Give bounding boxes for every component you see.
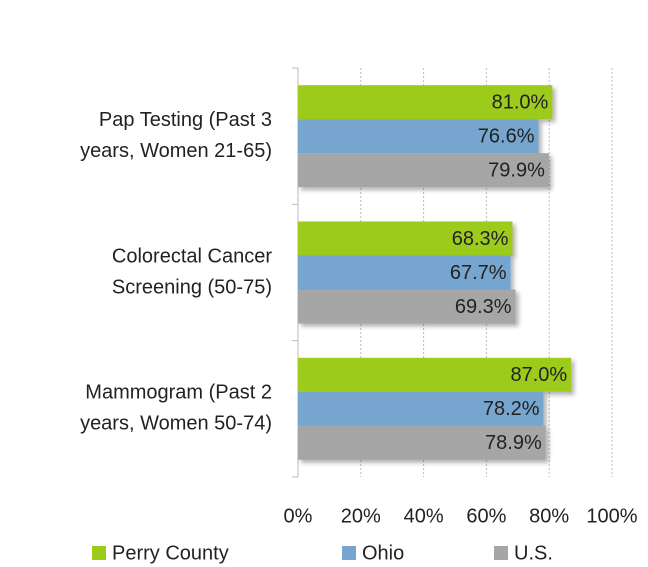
legend-label: Perry County: [112, 542, 229, 564]
y-tick-label: Screening (50-75): [112, 276, 272, 298]
value-label: 87.0%: [510, 364, 567, 386]
y-tick-label: years, Women 21-65): [80, 140, 272, 162]
legend-label: Ohio: [362, 542, 404, 564]
x-tick-label: 100%: [586, 505, 637, 527]
value-label: 67.7%: [450, 262, 507, 284]
legend-swatch: [92, 546, 106, 560]
y-tick-label: Pap Testing (Past 3: [99, 109, 272, 131]
value-label: 69.3%: [455, 296, 512, 318]
bar: [298, 119, 539, 154]
x-tick-label: 20%: [341, 505, 381, 527]
bar: [298, 85, 553, 120]
legend-swatch: [494, 546, 508, 560]
x-tick-label: 40%: [404, 505, 444, 527]
y-tick-label: years, Women 50-74): [80, 413, 272, 435]
x-tick-label: 60%: [466, 505, 506, 527]
y-tick-label: Colorectal Cancer: [112, 245, 272, 267]
bar: [298, 289, 516, 324]
bar: [298, 221, 513, 256]
y-tick-label: Mammogram (Past 2: [85, 382, 272, 404]
bar: [298, 153, 549, 188]
legend-swatch: [342, 546, 356, 560]
value-label: 78.2%: [483, 398, 540, 420]
value-label: 78.9%: [485, 432, 542, 454]
bar: [298, 255, 511, 290]
value-label: 79.9%: [488, 159, 545, 181]
bar: [298, 425, 546, 460]
bar: [298, 391, 544, 426]
legend-label: U.S.: [514, 542, 553, 564]
value-label: 76.6%: [478, 125, 535, 147]
value-label: 68.3%: [452, 228, 509, 250]
x-tick-label: 0%: [284, 505, 313, 527]
value-label: 81.0%: [492, 91, 549, 113]
x-tick-label: 80%: [529, 505, 569, 527]
bar: [298, 357, 572, 392]
